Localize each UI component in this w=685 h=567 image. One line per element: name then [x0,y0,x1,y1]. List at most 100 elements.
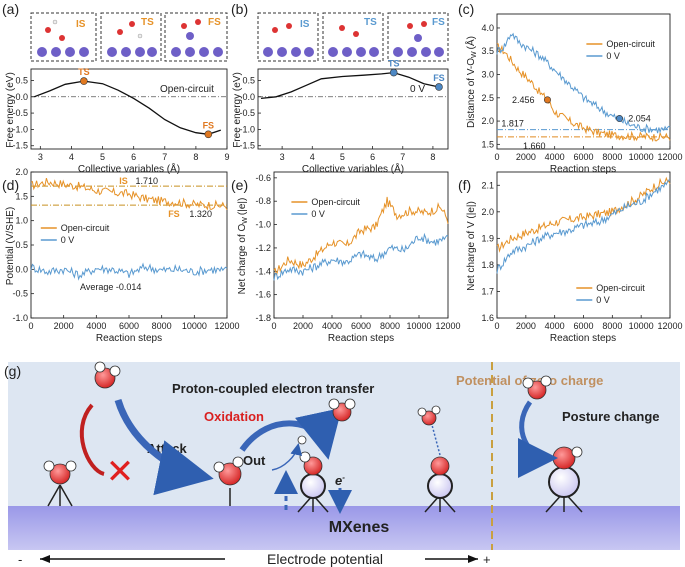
point-label-fs: FS [433,73,445,83]
point-label-ts: TS [388,59,400,69]
y-tick-label: 0.5 [15,240,28,250]
panel-e-letter: (e) [231,177,248,193]
fs-label-a: FS [208,17,221,28]
y-tick-label: 0.5 [15,75,28,85]
panel-a: (a) IS TS FS 3 4 5 6 7 8 9 0.5 0.0 -0.5 -1.0 -1.5 TS… [2,1,230,175]
y-tick-label: 0.0 [15,92,28,102]
xlabel-b: Collective variables (Å) [302,162,404,175]
y-tick-label: -0.5 [12,289,28,299]
x-tick-label: 4000 [86,321,106,331]
y-tick-label: -0.8 [255,196,271,206]
oxidation-label: Oxidation [204,409,264,424]
legend-open-circuit: Open-circuit [596,283,645,293]
ylabel-a: Free energy (eV) [5,72,16,148]
ylabel-e: Net charge of OW (|e|) [237,198,249,295]
x-tick-label: 10000 [182,321,207,331]
plot-frame-b [257,68,449,150]
chart-e-marks: 0 2000 4000 6000 8000 10000 12000 -0.6 -0.8 -1.0 -… [255,173,460,331]
series-line-open-circuit [273,196,449,276]
x-tick-label: 5 [100,152,105,162]
ts-label-b: TS [364,17,377,28]
point-ts [80,77,88,85]
attack-arrow-icon [114,398,214,496]
xlabel-d: Reaction steps [96,333,162,344]
annotation-point-2456 [543,96,551,104]
x-tick-label: 8000 [602,152,622,162]
structure-box-is-b [257,12,319,62]
y-tick-label: 1.6 [481,313,494,323]
series-line-open-circuit [496,176,671,253]
x-tick-label: 2000 [516,321,536,331]
y-tick-label: -1.0 [255,220,271,230]
x-tick-label: 9 [224,152,229,162]
panel-g-letter: (g) [4,363,21,379]
x-tick-label: 4000 [545,152,565,162]
x-tick-label: 8000 [380,321,400,331]
panel-g: (g) Proton-coupled electron transfer Pot… [4,361,680,567]
plot-frame-f [496,171,671,319]
y-tick-label: 2.0 [481,116,494,126]
panel-f: (f) 0 2000 4000 6000 8000 10000 12000 2.1 2.0 1.9… [458,171,683,344]
ylabel-c-main: Distance of V-O [466,58,477,128]
x-tick-label: 0 [28,321,33,331]
xlabel-a: Collective variables (Å) [78,162,180,175]
electron-charge: - [342,473,345,482]
x-tick-label: 8000 [602,321,622,331]
average-label-d: Average -0.014 [80,282,141,292]
legend-0v: 0 V [61,235,75,245]
legend-0v: 0 V [606,51,620,61]
x-tick-label: 3 [280,152,285,162]
chart-c-marks: 0 2000 4000 6000 8000 10000 12000 4.0 3.5 3.0 2.5 2… [481,23,682,162]
structure-box-is [30,12,97,62]
annotation-2054: 2.054 [628,114,651,124]
y-tick-label: 0.0 [15,264,28,274]
y-tick-label: 3.5 [481,46,494,56]
x-tick-label: 7 [400,152,405,162]
y-tick-label: -0.5 [12,108,28,118]
chart-f-marks: 0 2000 4000 6000 8000 10000 12000 2.1 2.0 1.9 1.8 1… [481,176,683,331]
x-tick-label: 10000 [629,152,654,162]
out-label: Out [243,453,266,468]
legend-0v: 0 V [596,295,610,305]
x-tick-label: 6000 [573,152,593,162]
x-tick-label: 12000 [657,152,682,162]
plot-frame-a [30,68,228,150]
xlabel-f: Reaction steps [550,333,616,344]
annotation-1817: 1.817 [501,119,524,129]
y-tick-label: 4.0 [481,23,494,33]
ylabel-d: Potential (V/SHE) [5,207,16,285]
legend-open-circuit: Open-circuit [61,223,110,233]
series-line-0-v [260,71,440,100]
oxidation-arrow-icon [239,407,342,460]
structure-box-ts-b [322,12,384,62]
y-tick-label: -1.5 [239,141,255,151]
x-tick-label: 12000 [214,321,239,331]
structure-box-fs-b [387,12,449,62]
ylabel-c-sub: W [471,51,478,58]
water-molecule-adsorbed [213,456,244,506]
is-label-a: IS [76,19,86,30]
x-tick-label: 3 [38,152,43,162]
panel-d: (d) 0 2000 4000 6000 8000 10000 12000 2.0 1.5 1.0… [2,167,240,344]
legend-0v: 0 V [311,209,325,219]
xlabel-e: Reaction steps [328,333,394,344]
y-tick-label: 1.9 [481,233,494,243]
x-tick-label: 2000 [293,321,313,331]
x-tick-label: 4000 [322,321,342,331]
point-ts [389,68,398,77]
x-tick-label: 0 [494,152,499,162]
ylabel-c-unit: (Å) [464,36,477,49]
axis-right-arrowhead-icon [468,555,478,563]
water-molecule-left [43,460,77,507]
y-tick-label: -1.6 [255,290,271,300]
x-tick-label: 12000 [435,321,460,331]
annotation-2456: 2.456 [512,95,535,105]
y-tick-label: -1.2 [255,243,271,253]
y-tick-label: 1.5 [481,139,494,149]
ylabel-e-unit: (|e|) [237,198,248,215]
x-tick-label: 8000 [152,321,172,331]
y-tick-label: -0.5 [239,108,255,118]
series-line-open-circuit [496,42,671,143]
axis-left-arrowhead-icon [40,555,50,563]
x-tick-label: 2000 [516,152,536,162]
